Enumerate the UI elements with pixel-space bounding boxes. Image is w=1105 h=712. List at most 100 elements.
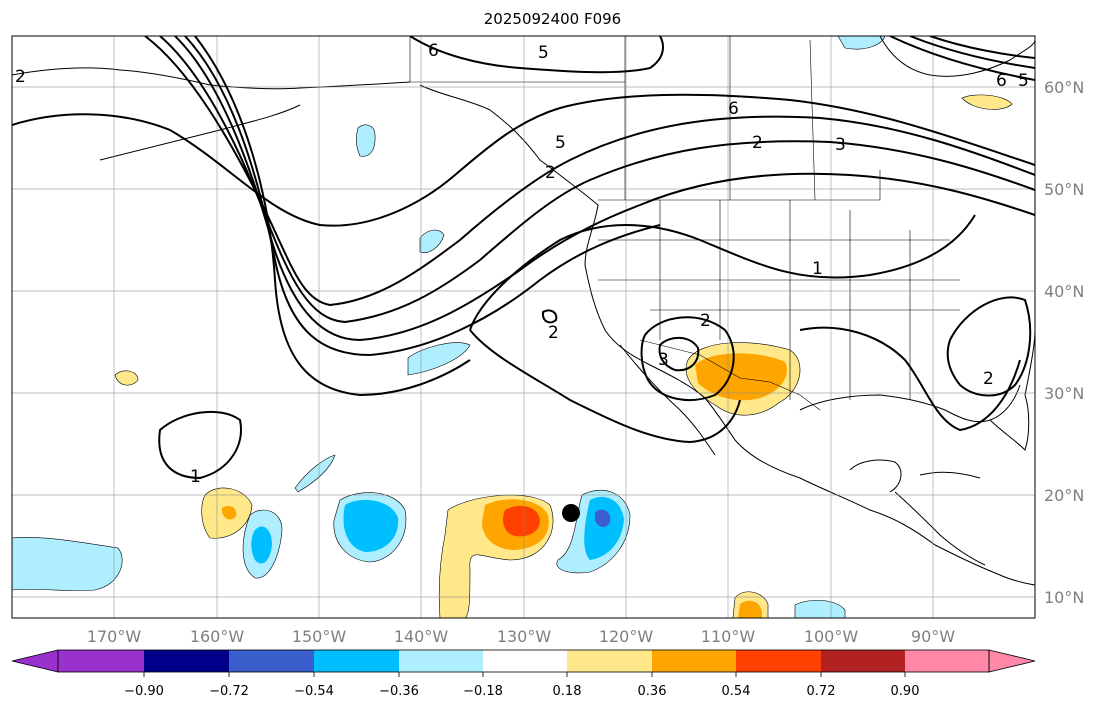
cold-anomaly-8 [794,600,846,618]
map-frame [11,35,1036,619]
warm-anomaly-small-1 [114,370,139,386]
contour-east-ridge [799,326,1021,432]
colorbar-segment [736,650,821,672]
contour-6 [194,36,471,397]
contour-label: 6 [996,71,1007,91]
lat-label: 20°N [1044,486,1084,505]
colorbar-tick-label: −0.18 [463,684,503,699]
cold-anomaly-2-deep [595,509,611,528]
lon-label: 100°W [804,627,859,646]
warm-anomaly-south-core [738,600,762,618]
colorbar-tick-label: 0.90 [891,684,920,699]
gulf-coast [799,384,1021,423]
contour-label: 2 [545,163,556,183]
longitude-labels: 170°W 160°W 150°W 140°W 130°W 120°W 110°… [87,627,955,646]
colorbar-segment [399,650,483,672]
cuba [919,471,981,479]
cold-anomaly-6 [356,124,376,157]
contour-low-pacific-2 [469,329,741,444]
contour-label: 5 [1018,71,1029,91]
lat-label: 40°N [1044,282,1084,301]
colorbar-segment [314,650,399,672]
colorbar-tick-label: 0.54 [722,684,751,699]
contour-label: 5 [538,43,549,63]
colorbar-segment [567,650,652,672]
contour-labels: 1 2 3 5 6 1 2 2 3 6 5 2 5 6 2 2 [15,41,1029,487]
lon-label: 130°W [497,627,552,646]
contour-1 [12,93,1035,227]
aleutians [99,104,301,161]
lat-label: 50°N [1044,180,1084,199]
lon-label: 160°W [190,627,245,646]
contour-northeast-1 [889,36,1035,81]
colorbar-tick-label: −0.54 [294,684,334,699]
lon-label: 110°W [701,627,756,646]
cold-anomaly-2-core [584,496,624,560]
contour-northeast-3 [929,36,1035,59]
hudson-region [879,36,1035,77]
colorbar-ticks [143,672,906,677]
central-america [894,491,986,566]
contour-hawaii-high [158,410,242,480]
contour-east-low [946,296,1032,397]
contour-5 [184,36,661,357]
shaded-anomalies [12,36,1013,618]
contour-label: 3 [835,135,846,155]
lat-label: 10°N [1044,588,1084,607]
contour-label: 1 [812,259,823,279]
contour-north-pole [409,36,664,74]
contour-low-pacific [469,214,976,331]
colorbar-segment [905,650,989,672]
colorbar-outline [57,649,990,673]
colorbar-tick-label: 0.18 [553,684,582,699]
state-lines [598,200,960,400]
contour-small-loop [541,309,558,324]
colorbar-max-extend [988,649,1036,673]
colorbar-tick-label: 0.72 [807,684,836,699]
contour-southwest-low-inner [658,336,700,372]
florida [989,394,1030,451]
contour-lines [12,36,1035,480]
warm-anomaly-hawaii-core [222,505,237,520]
contour-label: 2 [700,311,711,331]
coastlines [12,36,1035,586]
cold-anomaly-7 [419,229,445,253]
contour-label: 2 [548,323,559,343]
warm-anomaly-tropical-core [503,505,540,537]
us-mexico-border [639,339,821,411]
lat-label: 60°N [1044,78,1084,97]
lat-label: 30°N [1044,384,1084,403]
colorbar-tick-label: −0.36 [379,684,419,699]
contour-label: 3 [658,350,669,370]
warm-anomaly-small-2 [961,94,1013,110]
lon-label: 150°W [292,627,347,646]
lon-label: 170°W [87,627,142,646]
colorbar-segment [652,650,736,672]
contour-label: 6 [728,99,739,119]
alaska-west [12,67,411,90]
colorbar-segment [821,650,905,672]
colorbar-segment [483,650,567,672]
colorbar-segment [144,650,229,672]
colorbar-tick-label: −0.72 [209,684,249,699]
colorbar-segment [229,650,314,672]
cold-anomaly-4 [12,536,123,591]
colorbar-tick-label: −0.90 [124,684,164,699]
cold-anomaly-3-core [251,526,272,564]
contour-label: 1 [190,467,201,487]
cold-anomaly-1-core [343,499,399,552]
contour-label: 2 [752,133,763,153]
cold-anomaly-10 [294,454,336,493]
contour-southwest-low [640,316,735,401]
contour-label: 5 [555,133,566,153]
storm-center-marker[interactable] [562,504,580,522]
colorbar-segment [58,650,144,672]
latitude-labels: 60°N 50°N 40°N 30°N 20°N 10°N [1044,78,1084,607]
lon-label: 120°W [599,627,654,646]
map-title: 2025092400 F096 [483,10,622,28]
canada-us-border [598,170,881,201]
contour-label: 6 [428,41,439,61]
colorbar-min-extend [11,649,59,673]
cold-anomaly-5 [407,342,471,376]
